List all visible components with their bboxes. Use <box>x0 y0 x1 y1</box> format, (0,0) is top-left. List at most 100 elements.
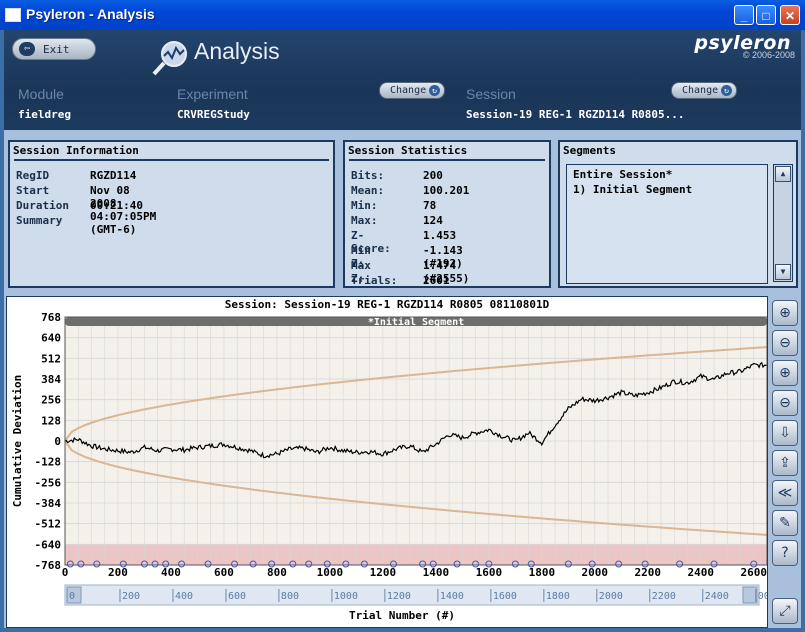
x-tick-label: 2000 <box>582 566 609 579</box>
share-button[interactable]: ≪ <box>772 480 798 506</box>
trial-marker <box>268 560 276 568</box>
main-body: Session Information RegID RGZD114 Start … <box>4 130 801 628</box>
x-tick-label: 1600 <box>476 566 503 579</box>
scroll-down-button[interactable]: ▼ <box>775 264 791 280</box>
scroll-tick-label: 1400 <box>440 591 464 602</box>
scroll-tick-label: 200 <box>122 591 140 602</box>
fit-view-button[interactable]: ⤢ <box>772 598 798 624</box>
minimize-button[interactable]: _ <box>734 5 754 25</box>
lower-envelope <box>64 440 768 536</box>
trial-marker <box>140 560 148 568</box>
x-tick-label: 1400 <box>423 566 450 579</box>
trial-marker <box>323 560 331 568</box>
segment-bar <box>65 317 767 326</box>
refresh-icon: ↻ <box>429 85 440 96</box>
panel-title: Segments <box>563 144 616 157</box>
info-value: 00:21:40 <box>90 199 143 212</box>
y-tick-label: 128 <box>41 414 61 427</box>
header-band: ⇦ Exit Analysis psyleron © 2006-2008 Mod… <box>4 30 801 160</box>
session-change-button[interactable]: Change ↻ <box>671 82 737 99</box>
session-value: Session-19 REG-1 RGZD114 R0805... <box>466 108 685 121</box>
divider <box>349 159 545 161</box>
maximize-button[interactable]: □ <box>756 5 776 25</box>
zoom-out-y-button[interactable]: ⊖ <box>772 390 798 416</box>
y-tick-label: 384 <box>41 373 61 386</box>
trial-marker <box>429 560 437 568</box>
stat-value: 100.201 <box>423 184 470 197</box>
deviation-chart: Session: Session-19 REG-1 RGZD114 R0805 … <box>11 298 776 622</box>
x-tick-label: 2600 <box>741 566 767 579</box>
zoom-out-x-button[interactable]: ⊖ <box>772 330 798 356</box>
info-key: RegID <box>16 169 50 182</box>
import-button[interactable]: ⇩ <box>772 420 798 446</box>
chart-area: Session: Session-19 REG-1 RGZD114 R0805 … <box>6 296 776 628</box>
scroll-tick-label: 1600 <box>493 591 517 602</box>
trial-marker <box>389 560 397 568</box>
window-title: Psyleron - Analysis <box>26 6 155 22</box>
experiment-change-button[interactable]: Change ↻ <box>379 82 445 99</box>
panel-title: Session Statistics <box>348 144 468 157</box>
y-tick-label: -512 <box>35 518 62 531</box>
scroll-up-button[interactable]: ▲ <box>775 166 791 182</box>
panel-title: Session Information <box>13 144 139 157</box>
stat-key: Mean: <box>351 184 385 197</box>
zoom-in-y-button[interactable]: ⊕ <box>772 360 798 386</box>
x-tick-label: 2400 <box>688 566 715 579</box>
y-tick-label: 256 <box>41 394 61 407</box>
trial-marker <box>641 560 649 568</box>
x-tick-label: 800 <box>267 566 287 579</box>
trial-marker <box>750 560 758 568</box>
x-tick-label: 600 <box>214 566 234 579</box>
trial-marker <box>231 560 239 568</box>
scroll-tick-label: 2200 <box>652 591 676 602</box>
scroll-right-button <box>742 586 758 604</box>
export-button[interactable]: ⇪ <box>772 450 798 476</box>
scroll-tick-label: 2400 <box>705 591 729 602</box>
info-key: Start <box>16 184 50 197</box>
stat-key: Z-Score: <box>351 229 391 255</box>
upper-envelope <box>64 346 768 442</box>
stat-value: 2601 <box>423 274 450 287</box>
y-tick-label: -256 <box>35 476 62 489</box>
y-tick-label: -768 <box>35 559 62 572</box>
segment-list[interactable]: Entire Session* 1) Initial Segment <box>566 164 768 284</box>
trial-marker <box>162 560 170 568</box>
scroll-tick-label: 001 <box>758 591 767 602</box>
session-change-label: Change <box>682 85 719 96</box>
stat-value: 124 <box>423 214 443 227</box>
stat-key: Max Z: <box>351 259 371 285</box>
comment-button[interactable]: ✎ <box>772 510 798 536</box>
zoom-in-x-button[interactable]: ⊕ <box>772 300 798 326</box>
trial-marker <box>588 560 596 568</box>
session-info-panel: Session Information RegID RGZD114 Start … <box>8 140 335 288</box>
stat-value: 200 <box>423 169 443 182</box>
exit-button[interactable]: ⇦ Exit <box>12 38 96 60</box>
chart-title: Session: Session-19 REG-1 RGZD114 R0805 … <box>225 298 550 311</box>
stat-key: Bits: <box>351 169 385 182</box>
scroll-tick-label: 1000 <box>334 591 358 602</box>
segment-item-entire-session[interactable]: Entire Session* <box>573 168 673 181</box>
scroll-tick-label: 800 <box>281 591 299 602</box>
scroll-tick-label: 0 <box>69 591 75 602</box>
experiment-label: Experiment <box>177 86 248 102</box>
refresh-icon: ↻ <box>721 85 732 96</box>
scroll-tick-label: 600 <box>228 591 246 602</box>
segment-scrollbar[interactable]: ▲ ▼ <box>773 164 793 282</box>
scroll-tick-label: 1800 <box>546 591 570 602</box>
scroll-tick-label: 1200 <box>387 591 411 602</box>
segment-item-initial-segment[interactable]: 1) Initial Segment <box>573 183 693 196</box>
segments-panel: Segments Entire Session* 1) Initial Segm… <box>558 140 798 288</box>
trial-marker <box>204 560 212 568</box>
y-tick-label: 0 <box>54 435 61 448</box>
x-axis-label: Trial Number (#) <box>349 609 455 622</box>
trial-marker <box>178 560 186 568</box>
close-button[interactable]: ✕ <box>780 5 800 25</box>
help-button[interactable]: ? <box>772 540 798 566</box>
exit-label: Exit <box>43 43 70 56</box>
trial-marker <box>66 560 74 568</box>
trial-marker <box>289 560 297 568</box>
x-tick-label: 1800 <box>529 566 556 579</box>
trial-marker <box>485 560 493 568</box>
trial-marker <box>615 560 623 568</box>
trial-marker <box>93 560 101 568</box>
